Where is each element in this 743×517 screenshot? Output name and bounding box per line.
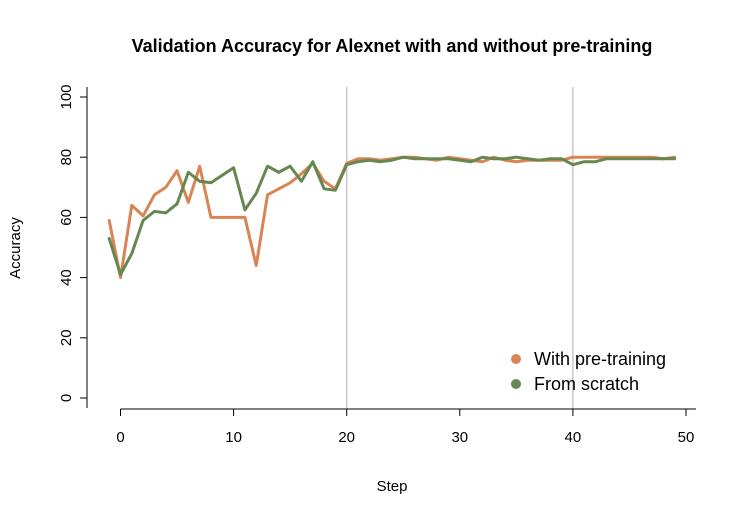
x-tick-label-40: 40 — [565, 429, 582, 446]
plot-area — [107, 155, 677, 280]
series-line-from-scratch — [107, 155, 677, 277]
x-tick-label-10: 10 — [225, 429, 242, 446]
y-tick-label-60: 60 — [58, 209, 75, 226]
y-tick-label-100: 100 — [58, 84, 75, 109]
legend: With pre-training From scratch — [511, 349, 666, 394]
reference-lines — [345, 87, 574, 409]
axes: 0 10 20 30 40 50 0 20 40 60 80 100 — [58, 84, 696, 446]
y-tick-label-0: 0 — [58, 394, 75, 402]
legend-marker-0 — [511, 354, 521, 364]
y-axis-label: Accuracy — [7, 217, 24, 279]
x-axis-label: Step — [377, 478, 408, 495]
x-tick-label-0: 0 — [116, 429, 124, 446]
y-tick-label-20: 20 — [58, 329, 75, 346]
x-tick-label-50: 50 — [678, 429, 695, 446]
legend-label-1: From scratch — [534, 374, 639, 394]
x-tick-label-30: 30 — [451, 429, 468, 446]
legend-marker-1 — [511, 379, 521, 389]
chart-title: Validation Accuracy for Alexnet with and… — [132, 36, 653, 56]
y-tick-label-80: 80 — [58, 149, 75, 166]
legend-label-0: With pre-training — [534, 349, 666, 369]
y-tick-label-40: 40 — [58, 269, 75, 286]
x-tick-label-20: 20 — [338, 429, 355, 446]
